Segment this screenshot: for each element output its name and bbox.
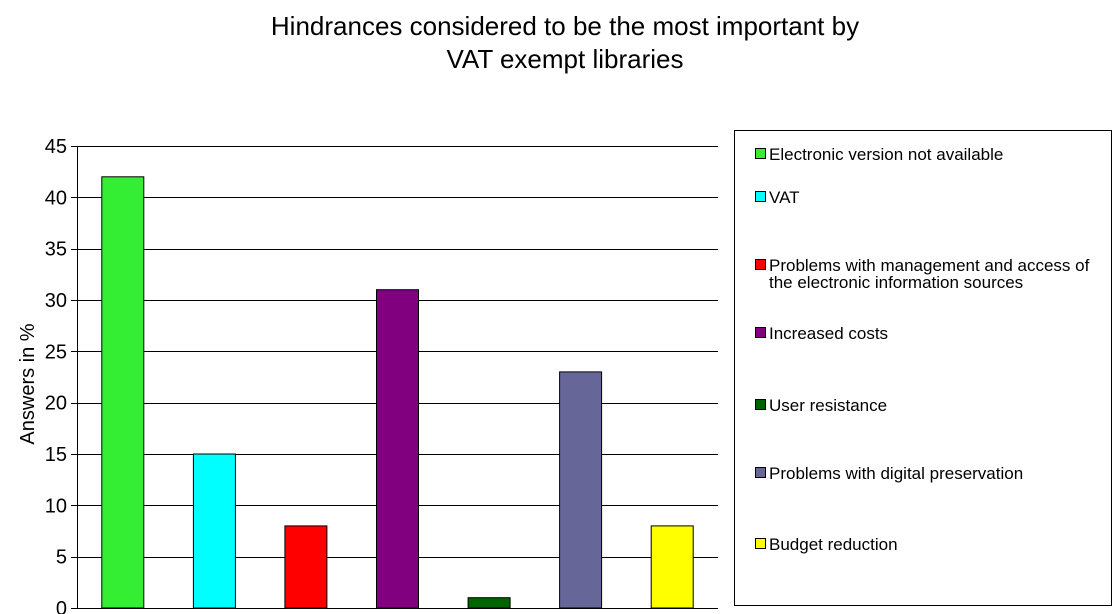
y-tick-label-35: 35 (45, 239, 67, 261)
axes (71, 146, 718, 609)
legend: Electronic version not available VAT Probl… (734, 130, 1112, 606)
y-tick-label-0: 0 (56, 598, 67, 614)
bars (101, 176, 694, 609)
bar-1 (101, 176, 145, 609)
legend-label: Electronic version not available (769, 145, 1004, 164)
y-tick-label-25: 25 (45, 341, 67, 363)
legend-label: User resistance (769, 396, 888, 415)
legend-swatch (755, 399, 766, 410)
legend-label: Problems with management and access of t… (769, 256, 1090, 292)
legend-item: User resistance (755, 397, 1100, 414)
y-tick-labels: 0 5 10 15 20 25 30 35 40 45 (45, 136, 67, 614)
y-tick-label-15: 15 (45, 444, 67, 466)
legend-swatch (755, 467, 766, 478)
y-tick-label-40: 40 (45, 187, 67, 209)
bar-7 (650, 525, 694, 609)
legend-item: Problems with digital preservation (755, 465, 1100, 482)
legend-item: Increased costs (755, 325, 1100, 342)
legend-swatch (755, 259, 766, 270)
legend-swatch (755, 148, 766, 159)
legend-item: Problems with management and access of t… (755, 257, 1100, 291)
legend-item: Electronic version not available (755, 146, 1100, 163)
y-tick-label-5: 5 (56, 547, 67, 569)
bar-2 (192, 453, 236, 609)
chart-title: Hindrances considered to be the most imp… (270, 11, 860, 74)
legend-swatch (755, 327, 766, 338)
legend-label: Increased costs (769, 324, 889, 343)
legend-label: Budget reduction (769, 535, 898, 554)
bar-3 (284, 525, 328, 609)
y-axis-label: Answers in % (17, 323, 39, 444)
bar-5 (467, 597, 511, 609)
legend-swatch (755, 191, 766, 202)
y-tick-label-10: 10 (45, 495, 67, 517)
bar-4 (376, 289, 419, 609)
y-tick-label-20: 20 (45, 393, 67, 415)
legend-item: Budget reduction (755, 536, 1100, 553)
legend-swatch (755, 538, 766, 549)
legend-item: VAT (755, 189, 1100, 206)
bar-6 (559, 371, 603, 609)
legend-label: VAT (769, 188, 800, 207)
legend-label: Problems with digital preservation (769, 464, 1024, 483)
y-tick-label-45: 45 (45, 136, 67, 158)
y-tick-label-30: 30 (45, 290, 67, 312)
